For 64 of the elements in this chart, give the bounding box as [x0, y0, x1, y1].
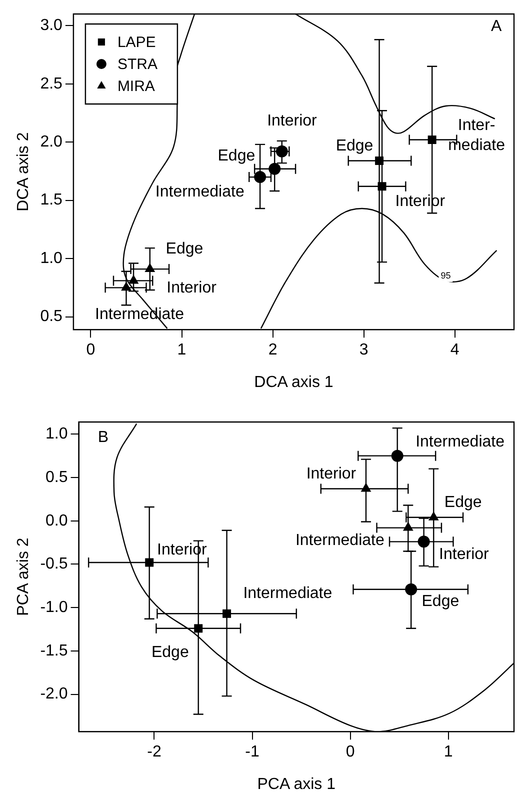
legend-label: MIRA	[117, 78, 155, 96]
point	[254, 171, 266, 184]
x-axis-title: PCA axis 1	[257, 776, 336, 793]
x-tick-label: 1	[177, 342, 186, 359]
point	[194, 624, 203, 633]
x-tick-label: 0	[86, 342, 96, 359]
x-axis-title: DCA axis 1	[254, 374, 334, 391]
y-tick-label: 1.5	[40, 192, 63, 209]
y-tick-label: -1.0	[40, 598, 68, 616]
point	[222, 609, 232, 618]
x-tick-label: 3	[359, 342, 368, 359]
annotation: Edge	[422, 592, 460, 610]
x-tick-label: 1	[444, 744, 453, 761]
point	[402, 522, 414, 531]
annotation: 95	[440, 270, 451, 280]
annotation: Edge	[218, 147, 256, 164]
x-tick-label: 2	[268, 342, 278, 359]
y-tick-label: 0.5	[46, 468, 68, 486]
y-tick-label: -0.5	[40, 556, 68, 573]
point	[405, 583, 418, 596]
annotation: Interior	[306, 465, 357, 482]
point	[145, 558, 154, 567]
annotation: Edge	[151, 644, 189, 662]
point	[121, 282, 132, 291]
y-axis-title: DCA axis 2	[15, 132, 32, 212]
legend-label: LAPE	[117, 34, 156, 52]
annotation: Edge	[166, 240, 204, 258]
annotation: Inter- mediate	[448, 116, 506, 154]
y-tick-label: 3.0	[40, 17, 63, 34]
annotation: Edge	[444, 494, 482, 511]
y-tick-label: 0.0	[46, 512, 68, 530]
x-tick-label: -2	[147, 744, 162, 761]
point	[268, 162, 281, 175]
point	[360, 482, 372, 492]
x-tick-label: -1	[245, 744, 260, 761]
y-tick-label: 1.0	[40, 250, 63, 267]
y-tick-label: 1.0	[46, 426, 68, 443]
y-tick-label: -1.5	[40, 642, 68, 660]
annotation: Interior	[267, 112, 318, 130]
point	[128, 274, 139, 284]
y-tick-label: -2.0	[40, 686, 68, 703]
point	[378, 182, 386, 191]
annotation: Intermediate	[243, 585, 332, 602]
x-tick-label: 0	[346, 744, 355, 761]
annotation: Interior	[166, 279, 218, 296]
point	[276, 145, 288, 158]
annotation: B	[98, 428, 108, 446]
point	[428, 136, 436, 144]
point	[418, 536, 430, 548]
point	[428, 511, 439, 520]
annotation: Intermediate	[416, 434, 505, 451]
annotation: Edge	[336, 137, 374, 154]
annotation: A	[491, 18, 502, 36]
annotation: Interior	[439, 546, 490, 563]
legend-label: STRA	[117, 56, 158, 74]
x-tick-label: 4	[450, 342, 460, 359]
y-axis-title: PCA axis 2	[15, 538, 32, 616]
point	[144, 263, 156, 272]
y-tick-label: 0.5	[40, 308, 63, 326]
y-tick-label: 2.5	[40, 75, 63, 92]
annotation: Intermediate	[295, 532, 384, 549]
annotation: Intermediate	[155, 184, 244, 201]
point	[375, 156, 384, 165]
y-tick-label: 2.0	[40, 134, 63, 151]
